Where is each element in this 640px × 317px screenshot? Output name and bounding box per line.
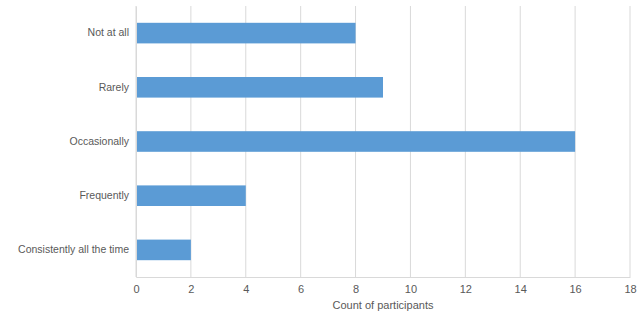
y-axis-line [136, 7, 137, 278]
grid-line [136, 6, 137, 277]
chart: 0 2 4 6 8 10 12 14 16 18 Not at all Rarely Occasiona… [0, 0, 640, 317]
bars [136, 23, 575, 260]
x-tick: 12 [460, 277, 472, 295]
y-tick-label: Rarely [99, 81, 130, 93]
x-axis: 0 2 4 6 8 10 12 14 16 18 [133, 277, 636, 295]
x-tick: 0 [133, 277, 139, 295]
grid [136, 6, 630, 277]
x-tick: 18 [624, 277, 636, 295]
bar [136, 240, 191, 261]
x-tick: 2 [188, 277, 194, 295]
x-axis-line [137, 277, 631, 278]
x-tick-label: 8 [353, 283, 359, 295]
bar [136, 131, 575, 152]
x-tick: 6 [298, 277, 304, 295]
y-tick: Consistently all the time [18, 243, 136, 255]
x-tick-label: 0 [133, 283, 139, 295]
x-tick: 4 [243, 277, 249, 295]
plot: 0 2 4 6 8 10 12 14 16 18 Not at all Rarely Occasiona… [18, 6, 637, 295]
x-tick-label: 2 [188, 283, 194, 295]
x-tick-label: 14 [515, 283, 527, 295]
y-tick: Frequently [79, 189, 136, 201]
y-tick-label: Not at all [88, 26, 129, 38]
x-tick-label: 16 [569, 283, 581, 295]
x-tick-label: 4 [243, 283, 249, 295]
x-tick: 16 [569, 277, 581, 295]
x-axis-title: Count of participants [333, 299, 434, 311]
y-tick: Not at all [88, 26, 136, 38]
x-tick: 10 [405, 277, 417, 295]
x-tick-label: 18 [624, 283, 636, 295]
y-axis: Not at all Rarely Occasionally Frequently Co… [18, 7, 136, 278]
x-tick-label: 10 [405, 283, 417, 295]
bar [136, 77, 383, 98]
grid-line [630, 6, 631, 277]
bar [136, 23, 356, 44]
x-tick-label: 12 [460, 283, 472, 295]
x-tick: 14 [515, 277, 527, 295]
y-tick-label: Frequently [79, 189, 129, 201]
x-tick-label: 6 [298, 283, 304, 295]
x-tick: 8 [353, 277, 359, 295]
y-tick: Rarely [99, 81, 136, 93]
y-tick-label: Occasionally [69, 135, 129, 147]
bar [136, 185, 246, 206]
y-tick: Occasionally [69, 135, 136, 147]
y-tick-label: Consistently all the time [18, 243, 129, 255]
